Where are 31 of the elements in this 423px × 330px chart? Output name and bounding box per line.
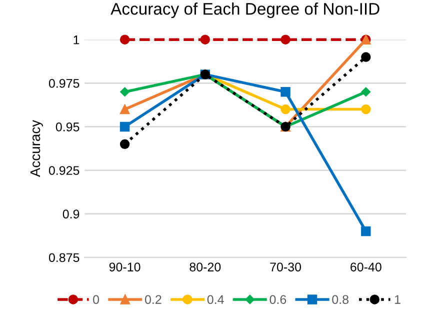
point — [361, 104, 371, 114]
y-tick-label: 0.925 — [48, 166, 80, 175]
point — [280, 34, 290, 44]
legend-label: 0.6 — [270, 295, 286, 304]
y-axis-title: Accuracy — [30, 120, 43, 178]
y-tick-label: 0.975 — [48, 78, 80, 88]
chart-title: Accuracy of Each Degree of Non-IID — [110, 2, 380, 18]
legend-label: 0 — [93, 295, 100, 304]
point — [361, 52, 371, 62]
point — [120, 139, 130, 150]
point — [280, 104, 290, 114]
point — [200, 34, 210, 44]
point — [361, 87, 371, 96]
x-tick-label: 70-30 — [270, 262, 302, 272]
y-tick-label: 0.875 — [48, 253, 80, 262]
point — [361, 226, 371, 236]
legend-label: 0.2 — [145, 295, 162, 304]
point — [120, 122, 130, 132]
y-tick-label: 0.9 — [62, 210, 80, 218]
legend-label: 0.4 — [207, 295, 224, 304]
point — [120, 87, 130, 96]
point — [120, 104, 130, 114]
point — [280, 87, 290, 97]
x-tick-label: 90-10 — [109, 262, 140, 272]
y-tick-label: 0.95 — [56, 122, 80, 132]
legend-label: 1 — [394, 295, 400, 304]
legend-label: 0.8 — [332, 295, 348, 304]
x-tick-label: 60-40 — [350, 262, 382, 272]
y-tick-label: 1 — [74, 36, 80, 44]
point — [120, 34, 130, 44]
x-tick-label: 80-20 — [190, 262, 221, 272]
